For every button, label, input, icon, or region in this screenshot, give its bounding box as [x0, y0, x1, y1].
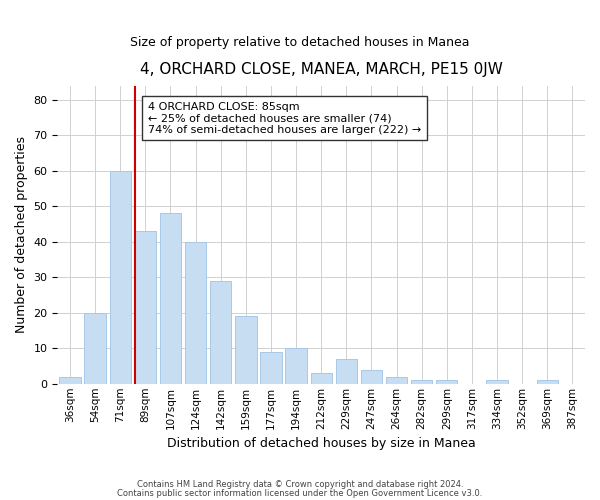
Bar — [536, 380, 558, 384]
Bar — [361, 370, 382, 384]
Bar — [185, 242, 206, 384]
Text: Size of property relative to detached houses in Manea: Size of property relative to detached ho… — [130, 36, 470, 49]
X-axis label: Distribution of detached houses by size in Manea: Distribution of detached houses by size … — [167, 437, 476, 450]
Bar — [210, 281, 232, 384]
Text: 4 ORCHARD CLOSE: 85sqm
← 25% of detached houses are smaller (74)
74% of semi-det: 4 ORCHARD CLOSE: 85sqm ← 25% of detached… — [148, 102, 421, 135]
Text: Contains HM Land Registry data © Crown copyright and database right 2024.: Contains HM Land Registry data © Crown c… — [137, 480, 463, 489]
Bar — [335, 359, 357, 384]
Bar — [386, 376, 407, 384]
Text: Contains public sector information licensed under the Open Government Licence v3: Contains public sector information licen… — [118, 489, 482, 498]
Bar — [110, 171, 131, 384]
Bar — [436, 380, 457, 384]
Bar — [160, 214, 181, 384]
Bar — [59, 376, 80, 384]
Bar — [85, 313, 106, 384]
Bar — [134, 231, 156, 384]
Bar — [286, 348, 307, 384]
Bar — [487, 380, 508, 384]
Title: 4, ORCHARD CLOSE, MANEA, MARCH, PE15 0JW: 4, ORCHARD CLOSE, MANEA, MARCH, PE15 0JW — [140, 62, 503, 78]
Bar — [311, 373, 332, 384]
Bar — [235, 316, 257, 384]
Bar — [260, 352, 281, 384]
Bar — [411, 380, 433, 384]
Y-axis label: Number of detached properties: Number of detached properties — [15, 136, 28, 333]
